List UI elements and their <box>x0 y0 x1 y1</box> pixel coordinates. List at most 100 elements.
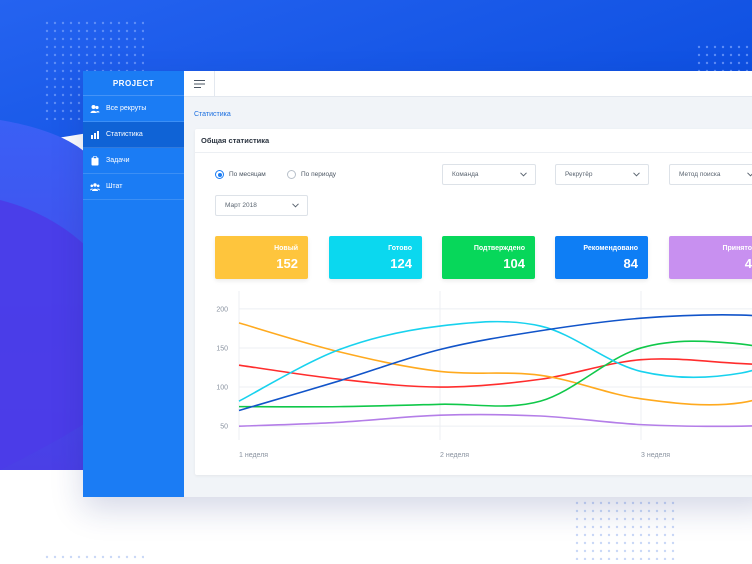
dot <box>125 61 129 65</box>
dot <box>647 509 651 513</box>
dot <box>45 555 49 559</box>
y-tick-label: 150 <box>216 345 228 352</box>
main-content: Статистика Общая статистика По месяцам П… <box>184 71 752 497</box>
stat-value: 84 <box>623 256 638 271</box>
stat-value: 124 <box>390 256 412 271</box>
dot <box>591 557 595 560</box>
dot <box>93 21 97 25</box>
stat-card-new[interactable]: Новый 152 <box>215 236 308 279</box>
dot <box>615 509 619 513</box>
dot <box>615 541 619 545</box>
dot <box>69 37 73 41</box>
dot <box>721 45 725 49</box>
dot <box>583 509 587 513</box>
dot <box>575 533 579 537</box>
dot <box>647 549 651 553</box>
dot <box>45 61 49 65</box>
dot <box>61 29 65 33</box>
dot <box>61 117 65 120</box>
y-tick-label: 100 <box>216 385 228 392</box>
series-line <box>238 340 752 408</box>
dot <box>671 541 675 545</box>
stat-card-recommended[interactable]: Рекомендовано 84 <box>555 236 648 279</box>
dot <box>85 61 89 65</box>
dot <box>69 117 73 120</box>
dot <box>85 53 89 57</box>
team-select[interactable]: Команда <box>442 164 536 185</box>
dot <box>615 557 619 560</box>
dot <box>141 21 144 25</box>
dot <box>69 109 73 113</box>
dot <box>77 109 81 113</box>
stat-card-accepted[interactable]: Принято 4 <box>669 236 752 279</box>
dot <box>607 557 611 560</box>
card-title: Общая статистика <box>195 129 752 153</box>
month-select[interactable]: Март 2018 <box>215 195 308 216</box>
dot <box>639 525 643 529</box>
stat-card-confirmed[interactable]: Подтверждено 104 <box>442 236 535 279</box>
recruiter-select[interactable]: Рекрутёр <box>555 164 649 185</box>
dot <box>705 45 709 49</box>
sidebar-item-tasks[interactable]: Задачи <box>83 148 184 174</box>
dot <box>647 533 651 537</box>
x-tick-label: 3 неделя <box>641 452 670 459</box>
dot <box>607 509 611 513</box>
dot <box>729 61 733 65</box>
dot <box>697 53 701 57</box>
radio-by-months[interactable]: По месяцам <box>215 170 266 179</box>
dot <box>745 45 749 49</box>
dot <box>697 61 701 65</box>
dot <box>671 533 675 537</box>
dot <box>45 101 49 105</box>
hamburger-icon <box>193 80 205 88</box>
dot <box>647 541 651 545</box>
dot <box>53 61 57 65</box>
dot <box>141 53 144 57</box>
dot <box>117 555 121 559</box>
dot <box>721 61 725 65</box>
dot <box>655 541 659 545</box>
radio-by-period[interactable]: По периоду <box>287 170 336 179</box>
breadcrumb[interactable]: Статистика <box>194 111 231 118</box>
sidebar-item-label: Статистика <box>106 131 143 138</box>
chart-icon <box>90 130 100 140</box>
series-line <box>238 413 752 428</box>
dot <box>713 53 717 57</box>
sidebar-item-staff[interactable]: Штат <box>83 174 184 200</box>
dot <box>45 85 49 89</box>
dot <box>109 53 113 57</box>
sidebar-item-statistics[interactable]: Статистика <box>83 122 184 148</box>
dot <box>141 29 144 33</box>
stat-card-ready[interactable]: Готово 124 <box>329 236 422 279</box>
menu-toggle-button[interactable] <box>184 71 215 97</box>
dot <box>109 29 113 33</box>
sidebar-item-recruits[interactable]: Все рекруты <box>83 96 184 122</box>
dot <box>623 501 627 505</box>
dot <box>101 21 105 25</box>
dot <box>101 53 105 57</box>
clipboard-icon <box>90 155 100 166</box>
search-method-select[interactable]: Метод поиска <box>669 164 752 185</box>
dot <box>77 21 81 25</box>
dot <box>53 85 57 89</box>
dot <box>623 541 627 545</box>
dot <box>639 557 643 560</box>
dot <box>69 21 73 25</box>
dot <box>45 69 49 73</box>
sidebar-item-label: Штат <box>106 183 123 190</box>
dot <box>117 45 121 49</box>
statistics-card: Общая статистика По месяцам По периоду К… <box>195 129 752 475</box>
dot <box>639 517 643 521</box>
dot <box>575 501 579 505</box>
dot <box>671 549 675 553</box>
dot <box>77 69 81 73</box>
dot <box>663 501 667 505</box>
series-line <box>238 314 752 412</box>
dot <box>607 525 611 529</box>
dot <box>77 37 81 41</box>
dot <box>53 93 57 97</box>
dot <box>125 45 129 49</box>
dot <box>133 53 137 57</box>
dot <box>745 53 749 57</box>
dot <box>623 517 627 521</box>
